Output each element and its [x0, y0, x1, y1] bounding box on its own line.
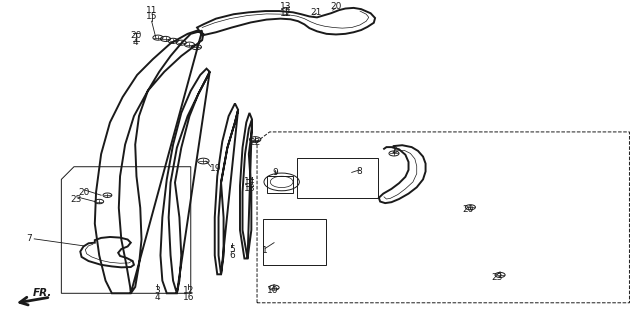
Text: 20: 20	[463, 205, 474, 214]
Text: 13: 13	[280, 3, 292, 12]
Text: 20: 20	[330, 3, 342, 12]
Text: 3: 3	[155, 286, 160, 295]
Text: 2: 2	[391, 147, 397, 156]
Text: 10: 10	[267, 286, 278, 295]
Text: 9: 9	[273, 168, 278, 177]
Text: 20: 20	[79, 188, 90, 196]
Text: 23: 23	[491, 273, 503, 282]
Bar	[266, 176, 293, 193]
Bar	[297, 158, 378, 198]
Text: 19: 19	[210, 164, 221, 173]
Text: 12: 12	[183, 286, 194, 295]
Text: 7: 7	[27, 234, 32, 244]
Text: 16: 16	[183, 292, 194, 301]
Text: 17: 17	[280, 9, 292, 18]
Text: 21: 21	[311, 8, 322, 17]
Text: 18: 18	[243, 184, 256, 193]
Text: 22: 22	[250, 139, 261, 148]
Text: 5: 5	[230, 245, 235, 254]
Text: 14: 14	[243, 177, 255, 187]
Text: 8: 8	[356, 167, 362, 176]
Text: 11: 11	[146, 6, 157, 15]
Text: 4: 4	[155, 292, 160, 301]
Bar	[263, 219, 327, 265]
Text: 15: 15	[146, 12, 157, 21]
Text: 23: 23	[71, 195, 82, 204]
Text: 6: 6	[230, 252, 235, 260]
Text: 20: 20	[130, 31, 141, 40]
Text: 1: 1	[262, 246, 268, 255]
Text: 4: 4	[133, 38, 139, 47]
Text: FR.: FR.	[33, 288, 53, 298]
